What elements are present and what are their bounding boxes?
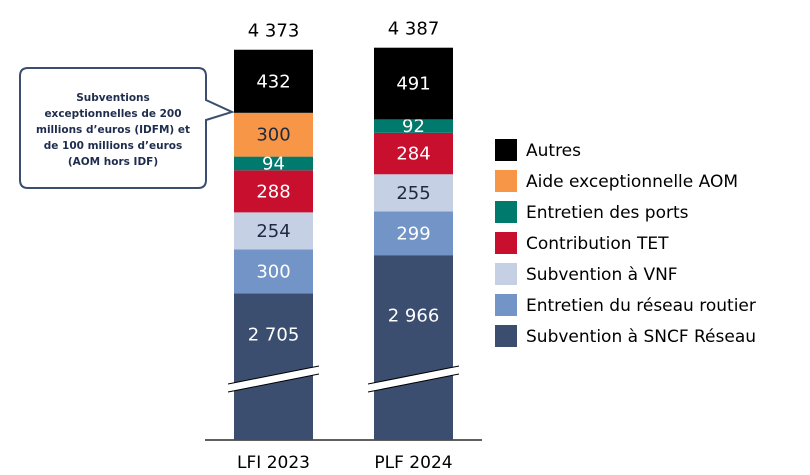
bar-segment xyxy=(374,132,453,175)
segment-label: 299 xyxy=(396,223,430,244)
total-label: 4 387 xyxy=(388,19,440,40)
legend-label: Subvention à VNF xyxy=(526,265,678,285)
segment-label: 92 xyxy=(402,116,425,137)
annotation-text: (AOM hors IDF) xyxy=(68,156,158,168)
legend-swatch xyxy=(495,294,517,316)
bar-segment xyxy=(234,212,313,250)
legend-swatch xyxy=(495,325,517,347)
legend-label: Entretien des ports xyxy=(526,203,689,223)
annotation-text: Subventions xyxy=(76,92,150,104)
segment-label: 254 xyxy=(256,221,290,242)
annotation-text: de 100 millions d’euros xyxy=(44,140,183,152)
axis-break-line xyxy=(227,365,320,385)
bar-segment xyxy=(234,49,313,113)
axis-break-line xyxy=(367,365,460,385)
segment-label: 94 xyxy=(262,153,285,174)
legend-label: Entretien du réseau routier xyxy=(526,296,756,316)
legend-label: Autres xyxy=(526,141,581,161)
legend-swatch xyxy=(495,139,517,161)
bar-segment xyxy=(374,174,453,212)
bar-segment xyxy=(374,47,453,120)
bar-segment xyxy=(234,112,313,157)
segment-label: 432 xyxy=(256,71,290,92)
legend-swatch xyxy=(495,170,517,192)
segment-label: 284 xyxy=(396,144,430,165)
annotation-text: exceptionnelles de 200 xyxy=(44,108,181,120)
axis-break-line xyxy=(227,373,320,393)
x-tick-label: PLF 2024 xyxy=(374,453,452,473)
legend-swatch xyxy=(495,232,517,254)
bar-segment xyxy=(374,211,453,256)
segment-label: 2 966 xyxy=(388,306,440,327)
legend-label: Contribution TET xyxy=(526,234,669,254)
segment-label: 255 xyxy=(396,183,430,204)
callout-bubble xyxy=(19,67,235,189)
axis-break xyxy=(368,366,459,392)
segment-label: 300 xyxy=(256,125,290,146)
total-label: 4 373 xyxy=(248,21,300,42)
legend-swatch xyxy=(495,263,517,285)
axis-break xyxy=(228,366,319,392)
bar-segment xyxy=(234,249,313,294)
segment-label: 491 xyxy=(396,74,430,95)
bar-segment xyxy=(234,156,313,171)
segment-label: 288 xyxy=(256,181,290,202)
legend-label: Aide exceptionnelle AOM xyxy=(526,172,738,192)
segment-label: 300 xyxy=(256,261,290,282)
legend-label: Subvention à SNCF Réseau xyxy=(526,327,756,347)
bar-segment xyxy=(234,293,313,440)
segment-label: 2 705 xyxy=(248,325,300,346)
axis-break-line xyxy=(367,373,460,393)
legend-swatch xyxy=(495,201,517,223)
annotation-text: millions d’euros (IDFM) et xyxy=(36,124,190,136)
bar-segment xyxy=(234,170,313,213)
bar-segment xyxy=(374,255,453,440)
x-tick-label: LFI 2023 xyxy=(237,453,310,473)
bar-segment xyxy=(374,119,453,133)
